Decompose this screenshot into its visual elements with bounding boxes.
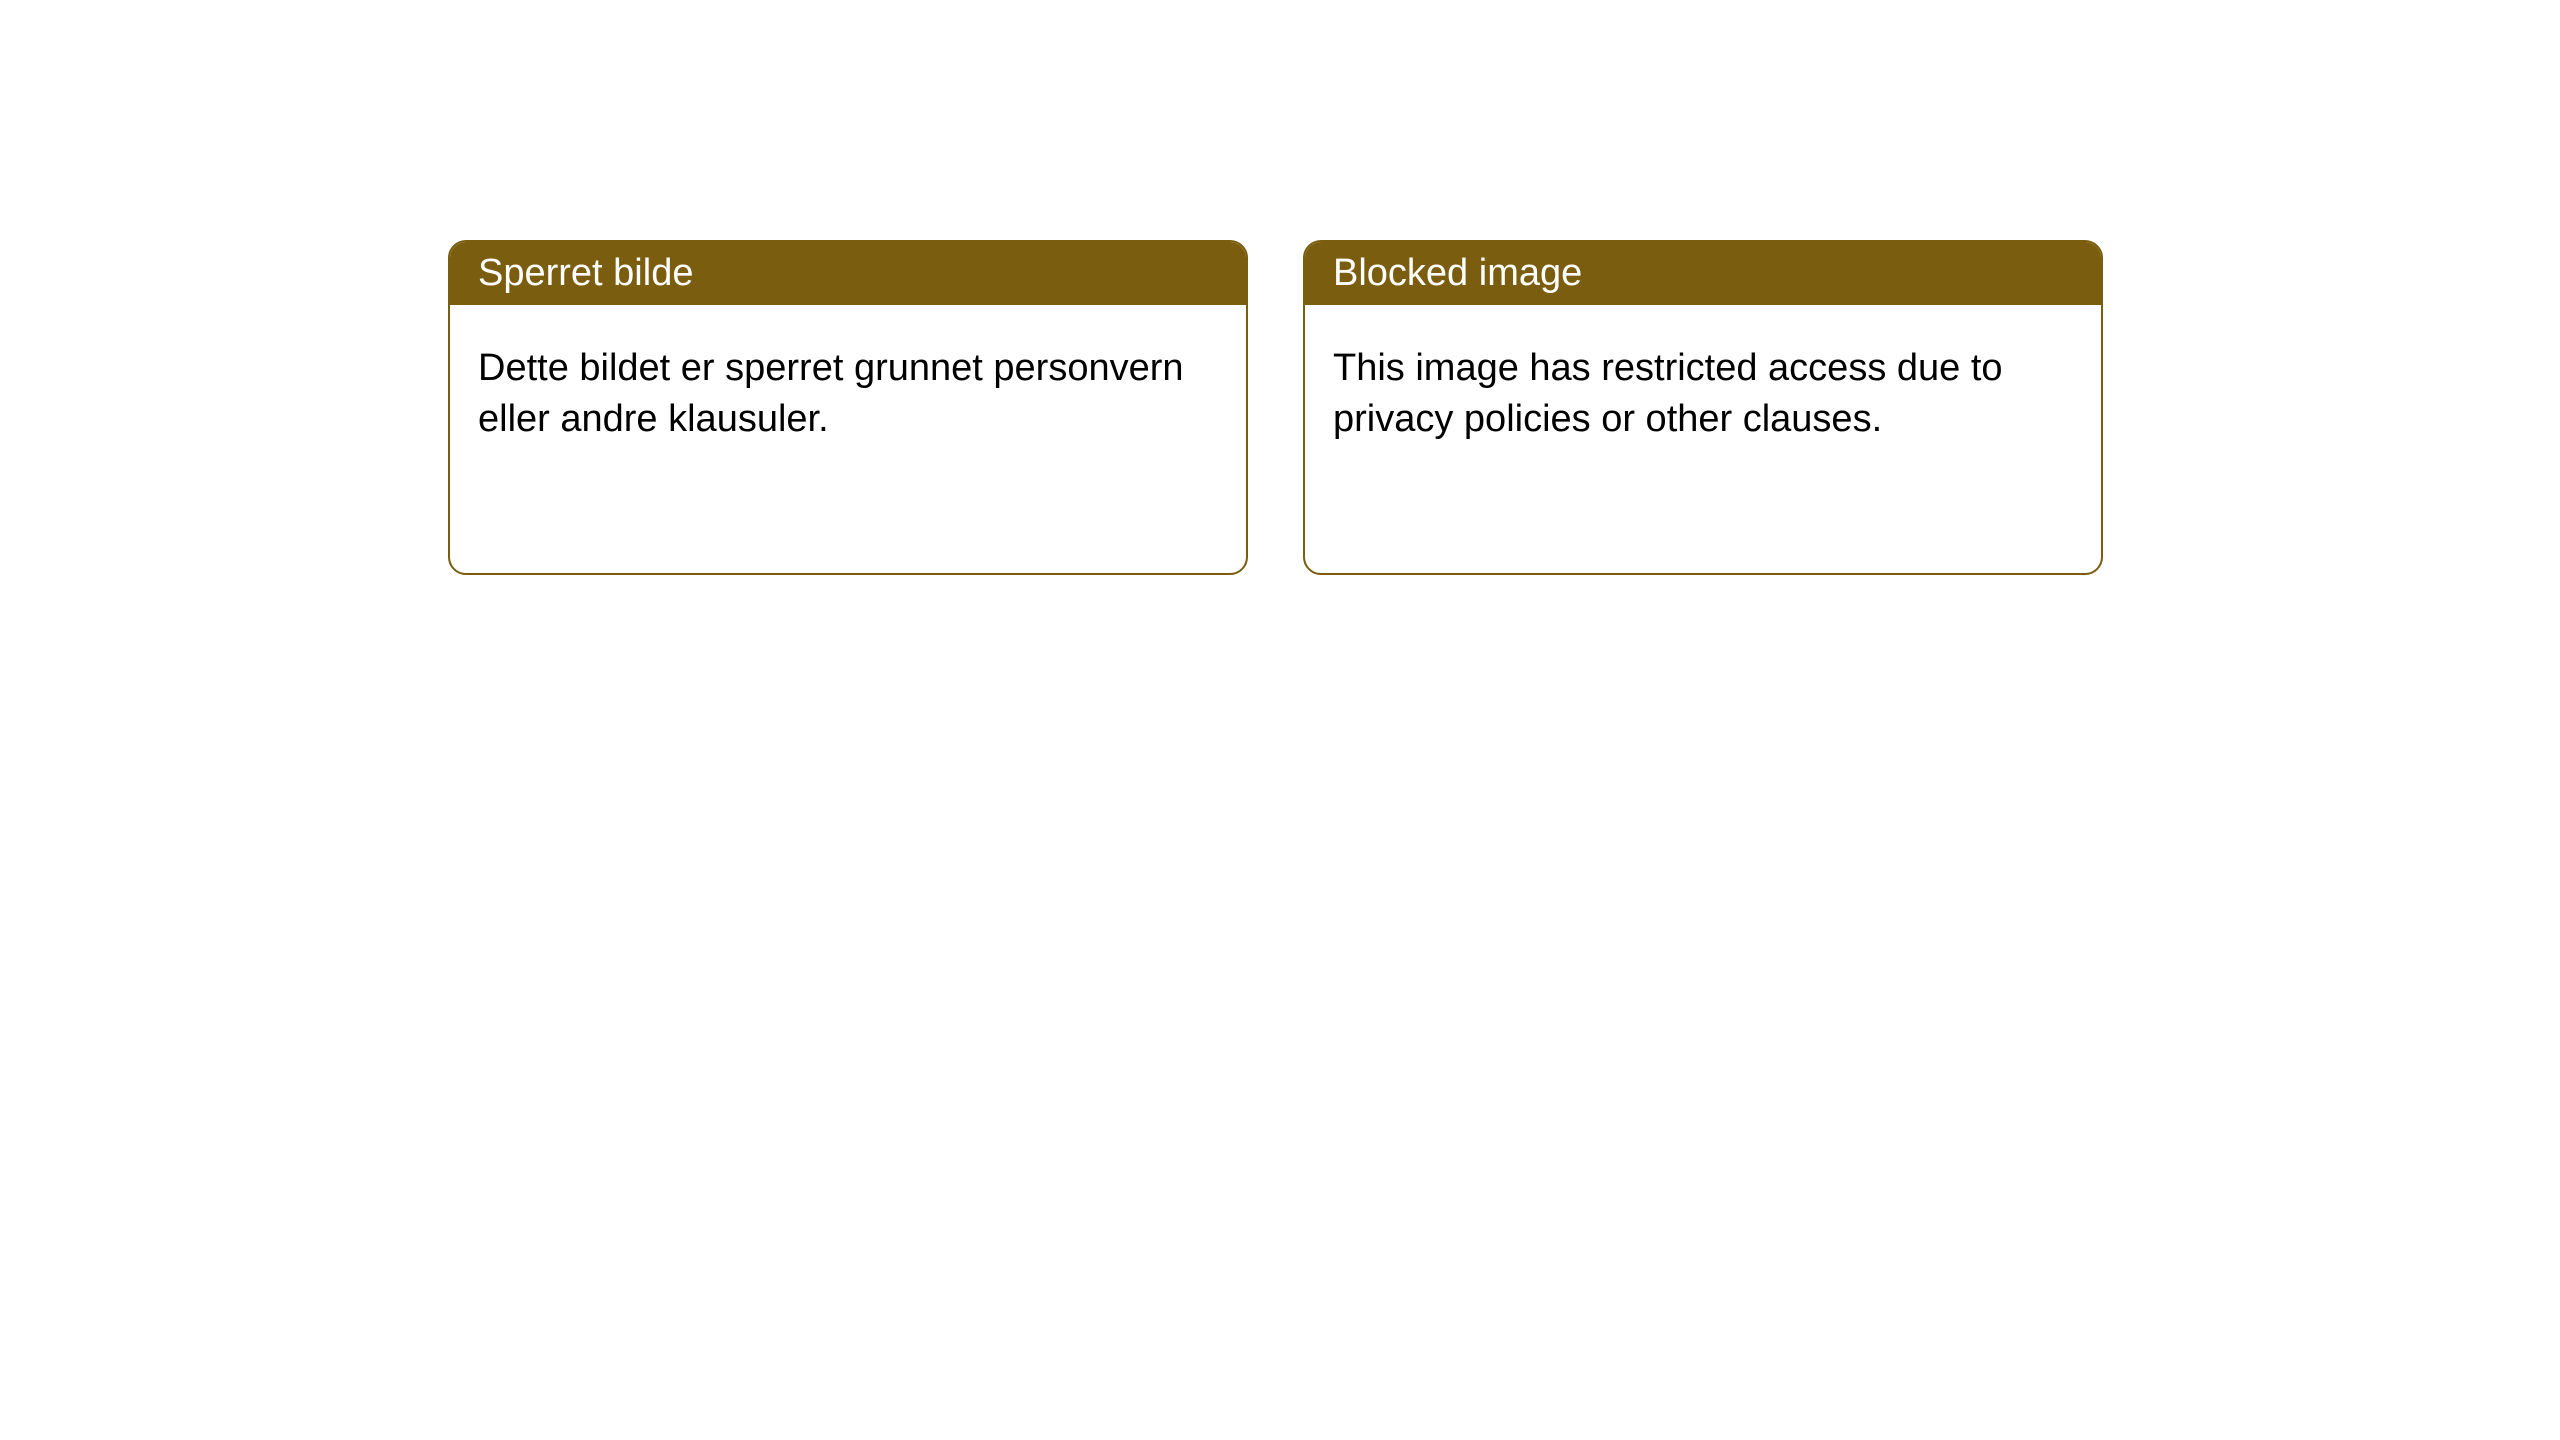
card-body: Dette bildet er sperret grunnet personve… xyxy=(450,305,1246,484)
notice-card-english: Blocked image This image has restricted … xyxy=(1303,240,2103,575)
card-title: Sperret bilde xyxy=(478,252,693,294)
card-header: Blocked image xyxy=(1305,242,2101,305)
card-body-text: This image has restricted access due to … xyxy=(1333,347,2003,440)
notice-card-norwegian: Sperret bilde Dette bildet er sperret gr… xyxy=(448,240,1248,575)
card-body: This image has restricted access due to … xyxy=(1305,305,2101,484)
notice-cards-container: Sperret bilde Dette bildet er sperret gr… xyxy=(448,240,2103,575)
card-body-text: Dette bildet er sperret grunnet personve… xyxy=(478,347,1184,440)
card-header: Sperret bilde xyxy=(450,242,1246,305)
card-title: Blocked image xyxy=(1333,252,1582,294)
